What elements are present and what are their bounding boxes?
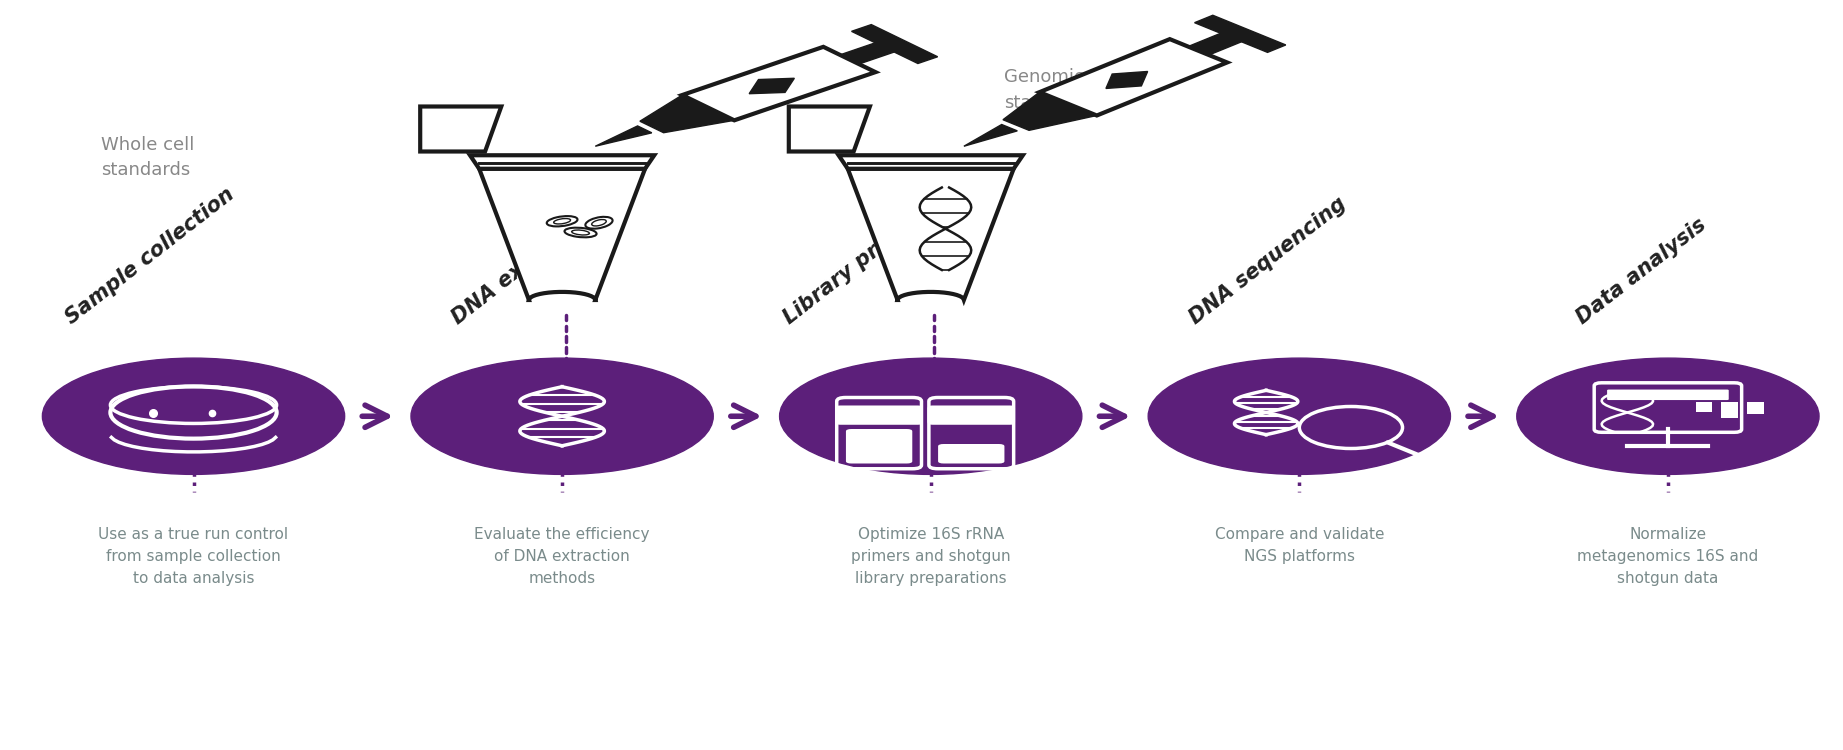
Text: DNA sequencing: DNA sequencing — [1185, 194, 1351, 328]
Polygon shape — [640, 95, 734, 133]
FancyBboxPatch shape — [1696, 401, 1712, 412]
FancyBboxPatch shape — [837, 406, 922, 423]
Ellipse shape — [411, 358, 713, 475]
Text: Sample collection: Sample collection — [61, 184, 238, 328]
Text: Genomic DNA
standards: Genomic DNA standards — [1004, 68, 1130, 112]
FancyBboxPatch shape — [929, 406, 1014, 423]
Polygon shape — [470, 155, 654, 169]
Ellipse shape — [42, 358, 345, 475]
Polygon shape — [595, 126, 652, 146]
Polygon shape — [839, 155, 1023, 169]
Polygon shape — [682, 46, 875, 120]
Polygon shape — [964, 124, 1017, 146]
Polygon shape — [420, 106, 501, 152]
FancyBboxPatch shape — [1747, 401, 1764, 413]
Polygon shape — [1194, 15, 1286, 52]
Text: Whole cell
standards: Whole cell standards — [101, 136, 195, 179]
Text: Normalize
metagenomics 16S and
shotgun data: Normalize metagenomics 16S and shotgun d… — [1578, 526, 1758, 586]
Ellipse shape — [1148, 358, 1450, 475]
Polygon shape — [848, 169, 1014, 300]
FancyBboxPatch shape — [846, 429, 912, 464]
FancyBboxPatch shape — [938, 444, 1004, 464]
Text: Library preparation: Library preparation — [780, 171, 973, 328]
Polygon shape — [1039, 39, 1227, 116]
Text: DNA extraction: DNA extraction — [448, 202, 603, 328]
Polygon shape — [840, 43, 894, 64]
Polygon shape — [1189, 33, 1242, 55]
Text: Evaluate the efficiency
of DNA extraction
methods: Evaluate the efficiency of DNA extractio… — [474, 526, 651, 586]
Polygon shape — [851, 25, 938, 64]
Text: Compare and validate
NGS platforms: Compare and validate NGS platforms — [1215, 526, 1384, 564]
Text: Optimize 16S rRNA
primers and shotgun
library preparations: Optimize 16S rRNA primers and shotgun li… — [851, 526, 1010, 586]
Polygon shape — [479, 169, 645, 300]
Polygon shape — [789, 106, 870, 152]
Polygon shape — [1106, 71, 1148, 88]
FancyBboxPatch shape — [1607, 389, 1729, 400]
Polygon shape — [748, 78, 794, 94]
Text: Use as a true run control
from sample collection
to data analysis: Use as a true run control from sample co… — [98, 526, 289, 586]
Polygon shape — [1003, 92, 1097, 130]
FancyBboxPatch shape — [1721, 401, 1738, 418]
Ellipse shape — [780, 358, 1082, 475]
Text: Data analysis: Data analysis — [1572, 214, 1710, 328]
Ellipse shape — [1517, 358, 1819, 475]
